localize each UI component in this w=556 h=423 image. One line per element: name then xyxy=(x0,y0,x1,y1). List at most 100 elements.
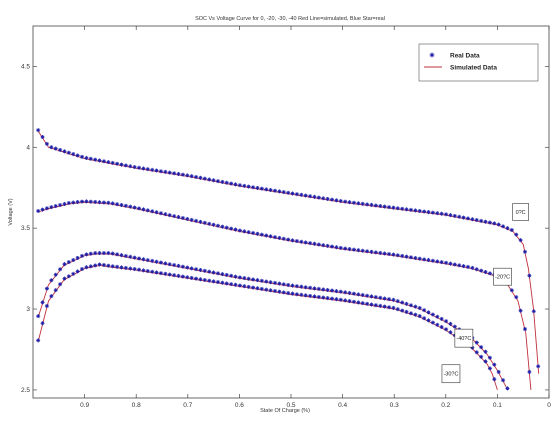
real-data-point xyxy=(404,254,409,259)
real-data-point xyxy=(343,290,348,295)
real-data-point xyxy=(106,160,111,165)
real-data-point xyxy=(84,252,89,257)
real-data-point xyxy=(36,314,41,319)
real-data-point xyxy=(439,324,444,329)
real-data-point xyxy=(97,200,102,205)
real-data-point xyxy=(137,165,142,170)
real-data-point xyxy=(290,238,295,243)
real-data-point xyxy=(435,322,440,327)
real-data-point xyxy=(242,183,247,188)
real-data-point xyxy=(194,174,199,179)
real-data-point xyxy=(163,271,168,276)
real-data-point xyxy=(53,272,58,277)
x-axis-label: State Of Charge (%) xyxy=(260,408,310,414)
real-data-point xyxy=(527,369,532,374)
real-data-point xyxy=(277,235,282,240)
real-data-point xyxy=(369,249,374,254)
real-data-point xyxy=(470,217,475,222)
real-data-point xyxy=(373,295,378,300)
real-data-point xyxy=(422,257,427,262)
real-data-point xyxy=(281,190,286,195)
real-data-point xyxy=(58,282,63,287)
real-data-point xyxy=(536,364,541,369)
real-data-point xyxy=(452,213,457,218)
x-tick-label: 0.6 xyxy=(235,402,244,409)
real-data-point xyxy=(84,199,89,204)
real-data-point xyxy=(338,199,343,204)
real-data-point xyxy=(88,199,93,204)
real-data-point xyxy=(229,181,234,186)
real-data-point xyxy=(202,268,207,273)
real-data-point xyxy=(360,201,365,206)
real-data-point xyxy=(259,278,264,283)
real-data-point xyxy=(268,188,273,193)
real-data-point xyxy=(325,243,330,248)
real-data-point xyxy=(321,196,326,201)
real-data-point xyxy=(229,226,234,231)
real-data-point xyxy=(492,377,497,382)
real-data-point xyxy=(448,330,453,335)
real-data-point xyxy=(163,212,168,217)
real-data-point xyxy=(36,338,41,343)
real-data-point xyxy=(255,185,260,190)
temperature-label-2: -20?C xyxy=(493,267,512,286)
real-data-point xyxy=(237,283,242,288)
real-data-point xyxy=(400,308,405,313)
real-data-point xyxy=(185,173,190,178)
real-data-point xyxy=(119,265,124,270)
real-data-point xyxy=(422,308,427,313)
real-data-point xyxy=(66,274,71,279)
real-data-point xyxy=(343,199,348,204)
real-data-point xyxy=(417,256,422,261)
real-data-point xyxy=(101,251,106,256)
real-data-point xyxy=(378,204,383,209)
real-data-point xyxy=(237,228,242,233)
real-data-point xyxy=(444,260,449,265)
real-data-point xyxy=(198,175,203,180)
real-data-point xyxy=(400,253,405,258)
real-data-point xyxy=(189,217,194,222)
real-data-point xyxy=(312,294,317,299)
real-data-point xyxy=(172,214,177,219)
real-data-point xyxy=(229,282,234,287)
real-data-point xyxy=(93,251,98,256)
real-data-point xyxy=(176,171,181,176)
real-data-point xyxy=(251,277,256,282)
real-data-point xyxy=(479,354,484,359)
real-data-point xyxy=(273,235,278,240)
x-tick-label: 0.7 xyxy=(183,402,192,409)
real-data-point xyxy=(62,202,67,207)
real-data-point xyxy=(303,193,308,198)
real-data-point xyxy=(49,294,54,299)
real-data-point xyxy=(97,158,102,163)
real-data-point xyxy=(97,262,102,267)
real-data-point xyxy=(185,216,190,221)
real-data-point xyxy=(264,233,269,238)
real-data-point xyxy=(501,224,506,229)
real-data-point xyxy=(40,135,45,140)
real-data-point xyxy=(308,293,313,298)
real-data-point xyxy=(483,349,488,354)
real-data-point xyxy=(132,267,137,272)
real-data-point xyxy=(474,340,479,345)
real-data-point xyxy=(448,213,453,218)
x-tick-label: 0.4 xyxy=(338,402,347,409)
real-data-point xyxy=(347,299,352,304)
real-data-point xyxy=(264,187,269,192)
real-data-point xyxy=(501,378,506,383)
real-data-point xyxy=(71,271,76,276)
real-data-point xyxy=(439,260,444,265)
real-data-point xyxy=(360,293,365,298)
real-data-point xyxy=(373,203,378,208)
real-data-point xyxy=(246,284,251,289)
real-data-point xyxy=(391,205,396,210)
real-data-point xyxy=(163,261,168,266)
real-data-point xyxy=(461,215,466,220)
real-data-point xyxy=(316,286,321,291)
real-data-point xyxy=(321,295,326,300)
real-data-point xyxy=(189,174,194,179)
real-data-point xyxy=(71,258,76,263)
x-tick-label: 0.2 xyxy=(441,402,450,409)
real-data-point xyxy=(492,221,497,226)
real-data-point xyxy=(365,249,370,254)
